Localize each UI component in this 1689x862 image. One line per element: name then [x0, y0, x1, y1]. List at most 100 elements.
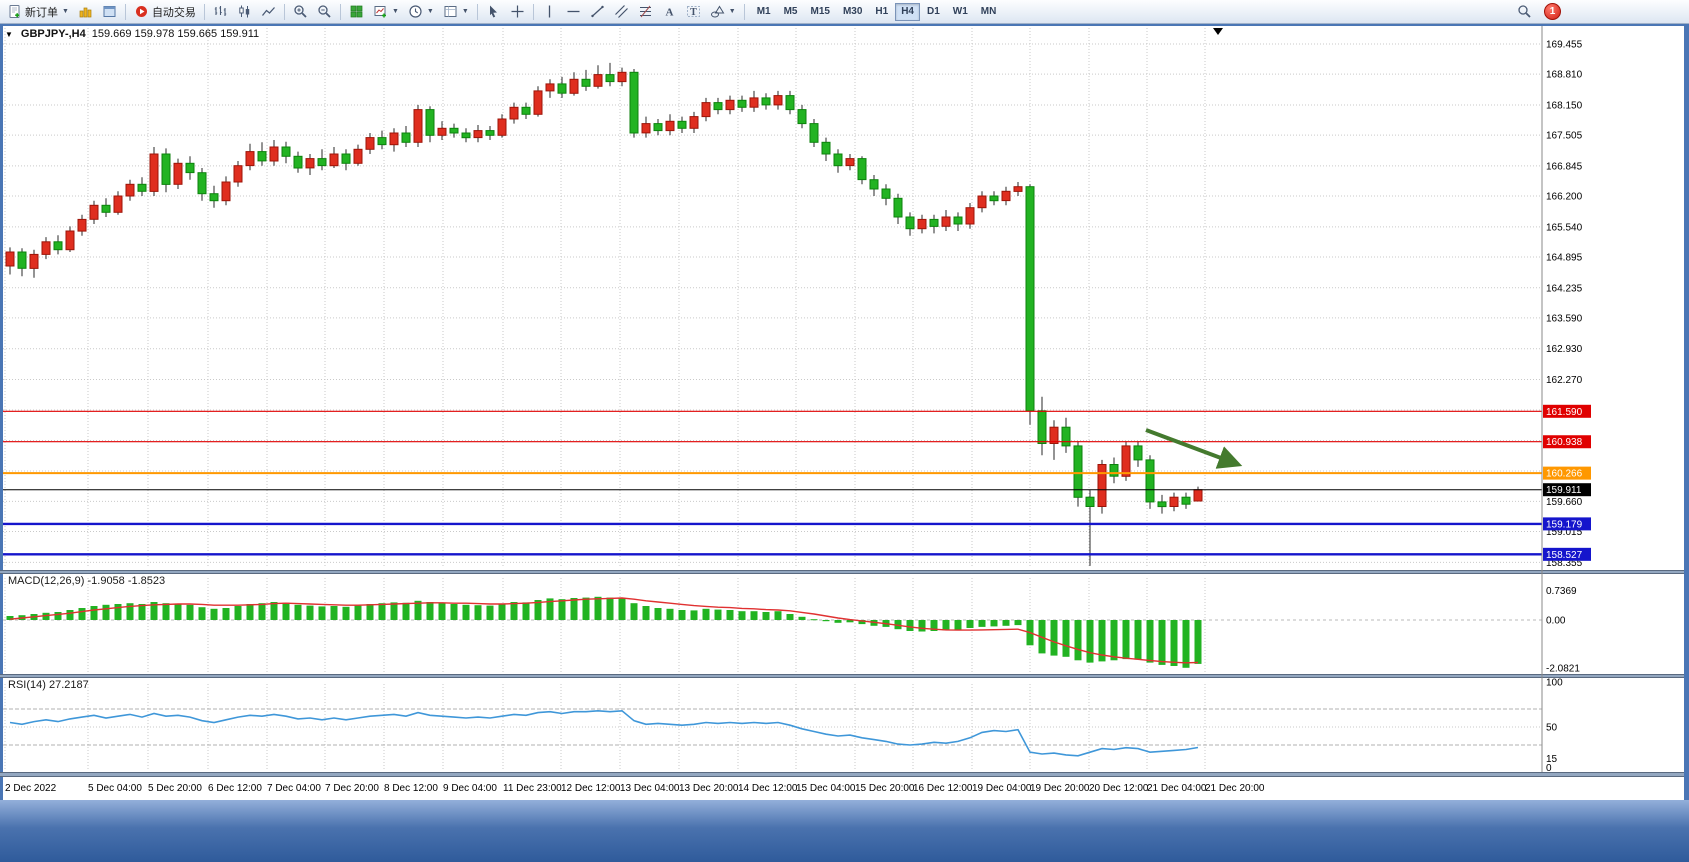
candle-up	[749, 97, 759, 108]
macd-bar	[270, 602, 278, 620]
svg-text:165.540: 165.540	[1546, 222, 1583, 233]
templates-button[interactable]: ▼	[439, 2, 473, 22]
new-order-button[interactable]: 新订单 ▼	[3, 2, 73, 22]
macd-bar	[786, 614, 794, 620]
candle-up	[641, 123, 651, 134]
candle-up	[545, 83, 555, 92]
timeframe-m5[interactable]: M5	[778, 3, 804, 21]
search-button[interactable]	[1513, 2, 1536, 22]
panel-splitter[interactable]	[0, 674, 1689, 678]
candle-up	[845, 158, 855, 167]
macd-bar	[150, 602, 158, 620]
svg-text:166.845: 166.845	[1546, 161, 1583, 172]
macd-bar	[822, 620, 830, 622]
candle-up	[125, 183, 135, 197]
ohlc-bars-icon	[214, 6, 227, 16]
svg-text:163.590: 163.590	[1546, 313, 1583, 324]
chart-profiles-button[interactable]	[74, 2, 97, 22]
candle-up	[413, 109, 423, 143]
tile-windows-icon	[350, 5, 363, 18]
candle-up	[1169, 496, 1179, 508]
timeframe-w1[interactable]: W1	[947, 3, 974, 21]
candle-up	[65, 230, 75, 251]
shapes-tool-button[interactable]: ▼	[706, 2, 740, 22]
candle-down	[1145, 459, 1155, 503]
one-click-trading-icon[interactable]: ▼	[5, 29, 13, 39]
candle-up	[941, 216, 951, 227]
macd-bar	[1170, 620, 1178, 666]
panel-splitter[interactable]	[0, 570, 1689, 574]
channel-tool-button[interactable]	[610, 2, 633, 22]
new-chart-button[interactable]: ▼	[369, 2, 403, 22]
macd-bar	[546, 598, 554, 620]
tile-windows-button[interactable]	[345, 2, 368, 22]
candle-up	[533, 90, 543, 115]
svg-text:11 Dec 23:00: 11 Dec 23:00	[503, 783, 562, 794]
chart-surface[interactable]	[3, 26, 1684, 800]
rsi-axis-label: 0	[1546, 763, 1552, 774]
cursor-tool-button[interactable]	[482, 2, 505, 22]
candle-up	[1013, 186, 1023, 192]
current-price-tag	[1543, 483, 1591, 497]
candle-down	[713, 102, 723, 111]
timeframe-m30[interactable]: M30	[837, 3, 868, 21]
text-tool-button[interactable]: A	[658, 2, 681, 22]
candle-down	[929, 218, 939, 227]
macd-bar	[1158, 620, 1166, 665]
chart-canvas[interactable]: 169.455 168.810 168.150 167.505 166.845 166.2…	[0, 0, 1689, 800]
candle-up	[5, 251, 15, 267]
macd-bar	[522, 602, 530, 620]
timeframe-h1[interactable]: H1	[869, 3, 894, 21]
trend-arrow-annotation[interactable]	[1145, 428, 1243, 469]
macd-bar	[1146, 620, 1154, 663]
fibonacci-tool-button[interactable]	[634, 2, 657, 22]
timeframe-m1[interactable]: M1	[751, 3, 777, 21]
terminal-panel-button[interactable]	[98, 2, 121, 22]
macd-values: -1.9058 -1.8523	[87, 575, 166, 587]
bar-chart-mode-button[interactable]	[209, 2, 232, 22]
zoom-out-button[interactable]	[313, 2, 336, 22]
zoom-out-icon	[318, 5, 331, 18]
panel-splitter[interactable]	[0, 772, 1689, 777]
svg-text:159.660: 159.660	[1546, 497, 1583, 508]
candle-up	[353, 148, 363, 164]
chart-shift-marker[interactable]	[1213, 28, 1223, 35]
timeframe-d1[interactable]: D1	[921, 3, 946, 21]
macd-bar	[906, 620, 914, 631]
candlestick-icon	[239, 5, 250, 18]
notifications-badge[interactable]: 1	[1544, 3, 1561, 20]
vertical-line-tool-button[interactable]	[538, 2, 561, 22]
timeframe-m15[interactable]: M15	[805, 3, 836, 21]
candle-down	[1157, 501, 1167, 508]
svg-text:9 Dec 04:00: 9 Dec 04:00	[443, 783, 497, 794]
svg-text:A: A	[665, 7, 673, 19]
period-selector-button[interactable]: ▼	[404, 2, 438, 22]
candle-down	[1181, 496, 1191, 505]
macd-bar	[858, 620, 866, 625]
auto-trading-button[interactable]: 自动交易	[130, 2, 200, 22]
horizontal-line-tool-button[interactable]	[562, 2, 585, 22]
shapes-icon	[710, 5, 725, 18]
label-tool-button[interactable]: T	[682, 2, 705, 22]
macd-bar	[594, 596, 602, 620]
trendline-tool-button[interactable]	[586, 2, 609, 22]
macd-bar	[90, 606, 98, 620]
candle-down	[317, 158, 327, 167]
line-chart-mode-button[interactable]	[257, 2, 280, 22]
macd-bar	[702, 608, 710, 620]
svg-text:20 Dec 12:00: 20 Dec 12:00	[1089, 783, 1149, 794]
macd-bar	[354, 605, 362, 620]
candlestick-mode-button[interactable]	[233, 2, 256, 22]
rsi-line	[9, 709, 1199, 757]
candle-down	[1025, 186, 1035, 412]
timeframe-mn[interactable]: MN	[975, 3, 1003, 21]
zoom-in-button[interactable]	[289, 2, 312, 22]
channel-icon	[614, 5, 628, 18]
svg-text:158.355: 158.355	[1546, 558, 1583, 569]
macd-bar	[606, 597, 614, 620]
candle-up	[569, 78, 579, 94]
svg-text:168.810: 168.810	[1546, 70, 1583, 81]
time-axis[interactable]: 2 Dec 2022 5 Dec 04:00 5 Dec 20:00 6 Dec 12…	[5, 783, 1265, 794]
crosshair-tool-button[interactable]	[506, 2, 529, 22]
timeframe-h4[interactable]: H4	[895, 2, 920, 21]
